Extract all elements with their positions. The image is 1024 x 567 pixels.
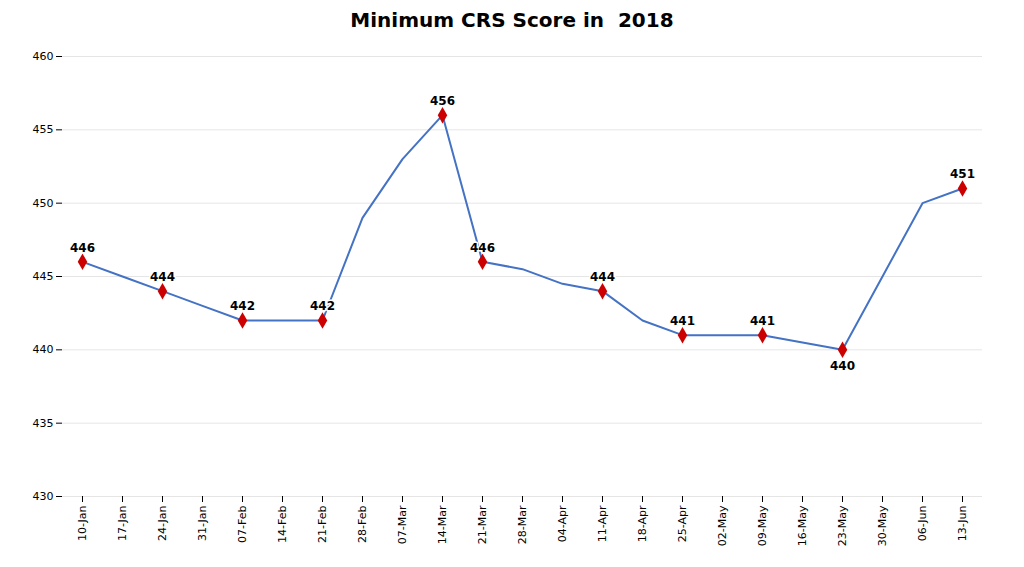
svg-text:441: 441	[670, 314, 695, 328]
svg-text:11-Apr: 11-Apr	[596, 505, 609, 542]
svg-text:446: 446	[70, 241, 95, 255]
svg-text:25-Apr: 25-Apr	[676, 505, 689, 542]
svg-text:07-Mar: 07-Mar	[396, 505, 409, 544]
svg-text:444: 444	[150, 270, 175, 284]
svg-text:21-Feb: 21-Feb	[316, 505, 329, 542]
svg-text:28-Mar: 28-Mar	[516, 505, 529, 544]
svg-text:16-May: 16-May	[796, 505, 809, 546]
svg-text:06-Jun: 06-Jun	[916, 505, 929, 541]
svg-text:07-Feb: 07-Feb	[236, 505, 249, 542]
svg-text:440: 440	[830, 359, 855, 373]
svg-text:09-May: 09-May	[756, 505, 769, 546]
svg-text:456: 456	[430, 94, 455, 108]
svg-text:04-Apr: 04-Apr	[556, 505, 569, 542]
svg-text:442: 442	[310, 299, 335, 313]
svg-text:450: 450	[33, 197, 54, 210]
html-text:Minimum CRS Score in 2018: Minimum CRS Score in 2018	[350, 8, 674, 32]
svg-text:23-May: 23-May	[836, 505, 849, 546]
svg-text:13-Jun: 13-Jun	[956, 505, 969, 541]
svg-text:21-Mar: 21-Mar	[476, 505, 489, 544]
svg-text:451: 451	[950, 167, 975, 181]
svg-text:430: 430	[33, 490, 54, 503]
svg-text:445: 445	[33, 270, 54, 283]
svg-text:28-Feb: 28-Feb	[356, 505, 369, 542]
svg-text:440: 440	[33, 343, 54, 356]
svg-text:444: 444	[590, 270, 615, 284]
svg-text:455: 455	[33, 123, 54, 136]
svg-text:30-May: 30-May	[876, 505, 889, 546]
svg-text:446: 446	[470, 241, 495, 255]
svg-text:442: 442	[230, 299, 255, 313]
svg-text:460: 460	[33, 50, 54, 63]
svg-text:24-Jan: 24-Jan	[156, 505, 169, 541]
svg-text:435: 435	[33, 417, 54, 430]
svg-text:17-Jan: 17-Jan	[116, 505, 129, 541]
svg-text:10-Jan: 10-Jan	[76, 505, 89, 541]
svg-text:14-Feb: 14-Feb	[276, 505, 289, 542]
svg-text:02-May: 02-May	[716, 505, 729, 546]
svg-text:441: 441	[750, 314, 775, 328]
svg-text:18-Apr: 18-Apr	[636, 505, 649, 542]
svg-text:31-Jan: 31-Jan	[196, 505, 209, 541]
svg-text:14-Mar: 14-Mar	[436, 505, 449, 544]
